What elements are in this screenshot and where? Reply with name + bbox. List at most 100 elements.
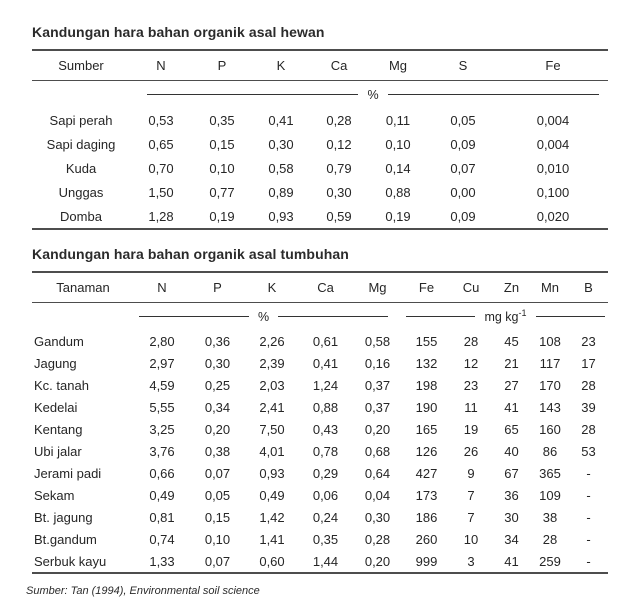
- cell: 0,30: [204, 355, 231, 371]
- column-header: Mg: [352, 271, 403, 303]
- mgkg-unit-label: mg kg-1: [484, 308, 527, 325]
- cell: 26: [463, 443, 479, 459]
- cell: 0,28: [364, 531, 391, 547]
- column-header: Zn: [492, 271, 531, 303]
- cell: 0,34: [204, 399, 231, 415]
- row-label-cell: Kc. tanah: [34, 377, 89, 393]
- cell: 0,004: [536, 112, 570, 128]
- cell: 0,09: [450, 136, 476, 152]
- cell: 1,24: [312, 377, 339, 393]
- cell: 0,81: [149, 509, 175, 525]
- cell: 3: [467, 553, 475, 569]
- row-label-cell: Domba: [60, 208, 102, 224]
- table-row: Kedelai 5,55 0,34 2,41 0,88 0,37 190 11 …: [32, 396, 608, 418]
- cell: 0,49: [149, 487, 175, 503]
- cell: 3,76: [149, 443, 175, 459]
- cell: 38: [542, 509, 558, 525]
- table-row: Sapi perah 0,53 0,35 0,41 0,28 0,11 0,05…: [32, 108, 608, 132]
- cell: 0,020: [536, 208, 570, 224]
- cell: 0,60: [259, 553, 285, 569]
- column-header: Ca: [299, 271, 352, 303]
- cell: 0,28: [326, 112, 352, 128]
- cell: 41: [504, 553, 519, 569]
- cell: 7,50: [259, 421, 285, 437]
- row-label-cell: Sekam: [34, 487, 75, 503]
- source-note: Sumber: Tan (1994), Environmental soil s…: [26, 585, 260, 597]
- row-label-cell: Unggas: [58, 184, 104, 200]
- cell: 0,30: [364, 509, 391, 525]
- cell: -: [586, 465, 591, 481]
- cell: -: [586, 509, 591, 525]
- cell: 2,39: [259, 355, 285, 371]
- column-header: P: [192, 49, 252, 81]
- unit-rule-line: [387, 94, 599, 95]
- row-label-cell: Sapi daging: [46, 136, 116, 152]
- cell: 23: [463, 377, 479, 393]
- cell: 0,61: [312, 333, 339, 349]
- cell: 28: [542, 531, 558, 547]
- cell: 0,05: [450, 112, 476, 128]
- cell: 2,41: [259, 399, 285, 415]
- cell: 0,04: [364, 487, 391, 503]
- cell: 53: [581, 443, 596, 459]
- cell: 0,41: [268, 112, 294, 128]
- cell: 0,20: [364, 553, 391, 569]
- percent-unit-label: %: [367, 87, 379, 102]
- cell: 0,93: [259, 465, 285, 481]
- table-row: Serbuk kayu 1,33 0,07 0,60 1,44 0,20 999…: [32, 550, 608, 573]
- cell: 0,19: [209, 208, 235, 224]
- cell: 427: [415, 465, 438, 481]
- row-label-cell: Sapi perah: [49, 112, 113, 128]
- cell: 259: [539, 553, 561, 569]
- cell: 117: [539, 355, 561, 371]
- cell: 0,07: [204, 553, 231, 569]
- cell: 198: [415, 377, 438, 393]
- mgkg-unit-span: mg kg-1: [404, 308, 607, 325]
- cell: 132: [415, 355, 438, 371]
- cell: 0,10: [209, 160, 235, 176]
- cell: 190: [415, 399, 438, 415]
- cell: 170: [539, 377, 561, 393]
- column-header: Cu: [450, 271, 492, 303]
- column-header: N: [130, 49, 192, 81]
- table-row: Jerami padi 0,66 0,07 0,93 0,29 0,64 427…: [32, 462, 608, 484]
- animal-table-header-row: Sumber N P K Ca Mg S Fe: [32, 49, 608, 81]
- cell: 0,36: [204, 333, 231, 349]
- cell: 34: [504, 531, 519, 547]
- column-header: S: [428, 49, 498, 81]
- cell: 17: [581, 355, 596, 371]
- cell: 2,80: [149, 333, 175, 349]
- cell: 0,14: [385, 160, 411, 176]
- cell: 4,59: [149, 377, 175, 393]
- cell: 39: [581, 399, 596, 415]
- row-label-cell: Kedelai: [34, 399, 78, 415]
- cell: 0,07: [204, 465, 231, 481]
- cell: 0,30: [268, 136, 294, 152]
- animal-table-body: Sapi perah 0,53 0,35 0,41 0,28 0,11 0,05…: [32, 108, 608, 229]
- cell: 0,12: [326, 136, 352, 152]
- cell: 0,49: [259, 487, 285, 503]
- row-label-cell: Jagung: [34, 355, 77, 371]
- cell: 41: [504, 399, 519, 415]
- cell: -: [586, 487, 591, 503]
- cell: 186: [415, 509, 438, 525]
- cell: 1,50: [148, 184, 174, 200]
- unit-rule-line: [147, 94, 359, 95]
- cell: 365: [539, 465, 561, 481]
- cell: 7: [467, 509, 475, 525]
- cell: 0,09: [450, 208, 476, 224]
- cell: 45: [504, 333, 519, 349]
- column-header: Fe: [498, 49, 608, 81]
- animal-table-title: Kandungan hara bahan organik asal hewan: [32, 24, 325, 40]
- cell: 23: [581, 333, 596, 349]
- percent-unit-span: %: [131, 88, 607, 102]
- cell: 0,58: [268, 160, 294, 176]
- table-row: Gandum 2,80 0,36 2,26 0,61 0,58 155 28 4…: [32, 330, 608, 352]
- cell: 0,70: [148, 160, 174, 176]
- unit-rule-line: [278, 316, 388, 317]
- cell: 19: [463, 421, 479, 437]
- plant-table-title: Kandungan hara bahan organik asal tumbuh…: [32, 246, 349, 262]
- cell: 0,79: [326, 160, 352, 176]
- row-label-cell: Serbuk kayu: [34, 553, 107, 569]
